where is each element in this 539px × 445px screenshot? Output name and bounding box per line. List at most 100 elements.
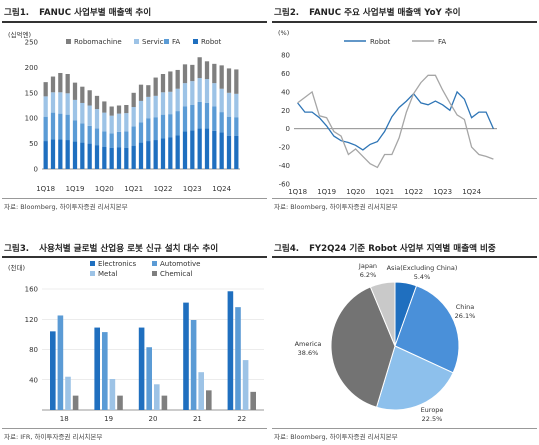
legend-label: FA [438, 38, 446, 46]
y-tick-label: 100 [25, 115, 38, 123]
chart-title-1: 그림1. FANUC 사업부별 매출액 추이 [4, 8, 152, 18]
bar-robomachine [138, 84, 144, 101]
bar-service [175, 88, 180, 112]
legend-swatch [90, 271, 95, 276]
slice-value-label: 22.5% [422, 415, 443, 423]
bar-fa [102, 131, 107, 147]
bar-metal [198, 372, 204, 410]
bar-automotive [146, 347, 152, 410]
bar-fa [160, 114, 166, 139]
chart-panel-2: 그림2. FANUC 주요 사업부별 매출액 YoY 추이 (%) -60 -40-… [272, 2, 537, 222]
bar-robot [234, 135, 239, 169]
slice-label: Europe [421, 406, 444, 414]
slice-value-label: 38.6% [298, 349, 319, 357]
bar-robot [197, 128, 202, 169]
bar-robomachine [190, 64, 195, 82]
legend-swatch [164, 39, 169, 44]
bar-robot [131, 145, 136, 169]
bar-fa [219, 112, 224, 133]
slice-label: America [295, 340, 322, 348]
bar-electronics [94, 327, 100, 410]
stacked-bar-chart: 0 50 100 150 200 250 1Q18 1Q19 1Q20 1Q21 1Q22 1Q23 1… [25, 38, 240, 193]
bar-electronics [138, 327, 145, 410]
y-tick-label: 160 [25, 286, 38, 294]
pie-slice-europe [375, 345, 454, 411]
slice-label: China [456, 303, 475, 311]
source-rule [272, 198, 537, 199]
bar-chemical [206, 390, 212, 410]
x-tick-label: 18 [60, 415, 69, 423]
bar-metal [109, 378, 116, 410]
bar-robot [146, 141, 151, 169]
bar-fa [124, 131, 129, 148]
bar-fa [87, 125, 92, 144]
bar-fa [234, 117, 239, 136]
x-tick-label: 19 [104, 415, 113, 423]
bar-robomachine [94, 95, 100, 110]
x-tick-label: 1Q24 [212, 185, 231, 193]
bar-service [204, 79, 210, 103]
bar-service [65, 93, 70, 115]
bar-service [146, 96, 151, 119]
bar-electronics [50, 331, 56, 410]
source-note: 자료: Bloomberg, 하이투자증권 리서치본부 [274, 433, 398, 441]
bar-fa [226, 116, 232, 136]
bar-robomachine [153, 77, 158, 96]
bar-robomachine [175, 69, 180, 89]
bar-fa [65, 114, 70, 141]
bar-automotive [235, 307, 241, 410]
y-tick-label: 0 [34, 166, 38, 174]
bar-electronics [227, 291, 234, 410]
bar-fa [43, 116, 48, 142]
source-note: 자료: IFR, 하이투자증권 리서치본부 [4, 433, 103, 441]
y-tick-label: -20 [279, 144, 290, 152]
series-line-robot [297, 90, 494, 151]
bar-service [50, 92, 56, 113]
y-tick-label: 250 [25, 39, 38, 47]
bar-service [226, 92, 232, 117]
bar-service [58, 92, 63, 114]
bar-fa [175, 111, 180, 136]
bar-robot [160, 138, 166, 169]
bar-robomachine [212, 63, 217, 84]
title-rule [2, 21, 267, 23]
bar-robomachine [204, 61, 210, 80]
bar-robomachine [102, 101, 107, 113]
bar-service [131, 107, 136, 127]
bar-service [72, 99, 78, 121]
bar-chemical [161, 395, 168, 410]
bar-service [182, 83, 188, 107]
y-unit-label: (천대) [8, 264, 26, 272]
bar-service [234, 93, 239, 118]
bar-robomachine [160, 74, 166, 93]
bar-service [80, 102, 85, 124]
bar-robot [168, 137, 173, 169]
bar-robomachine [58, 72, 63, 93]
bar-service [197, 78, 202, 102]
bar-robot [102, 146, 107, 169]
bar-robot [43, 141, 48, 169]
x-tick-label: 1Q20 [95, 185, 114, 193]
x-tick-label: 1Q22 [404, 188, 423, 196]
bar-chemical [117, 395, 123, 410]
x-tick-label: 1Q23 [433, 188, 452, 196]
bar-fa [212, 106, 217, 131]
bar-chemical [250, 391, 256, 410]
bar-robomachine [72, 82, 78, 100]
bar-robot [175, 135, 180, 169]
y-tick-label: 150 [25, 89, 38, 97]
bar-fa [131, 126, 136, 146]
y-tick-label: 0 [286, 125, 290, 133]
legend-label: Electronics [98, 260, 137, 268]
bar-fa [153, 117, 158, 141]
bar-robomachine [226, 68, 232, 93]
legend-label: Robot [201, 38, 222, 46]
pie-slice-japan [369, 281, 396, 347]
bar-robomachine [65, 74, 70, 94]
x-tick-label: 1Q24 [462, 188, 481, 196]
y-tick-label: -60 [279, 181, 290, 189]
legend-swatch [134, 39, 139, 44]
bar-fa [197, 101, 202, 129]
bar-fa [146, 118, 151, 142]
y-tick-label: 60 [281, 70, 290, 78]
